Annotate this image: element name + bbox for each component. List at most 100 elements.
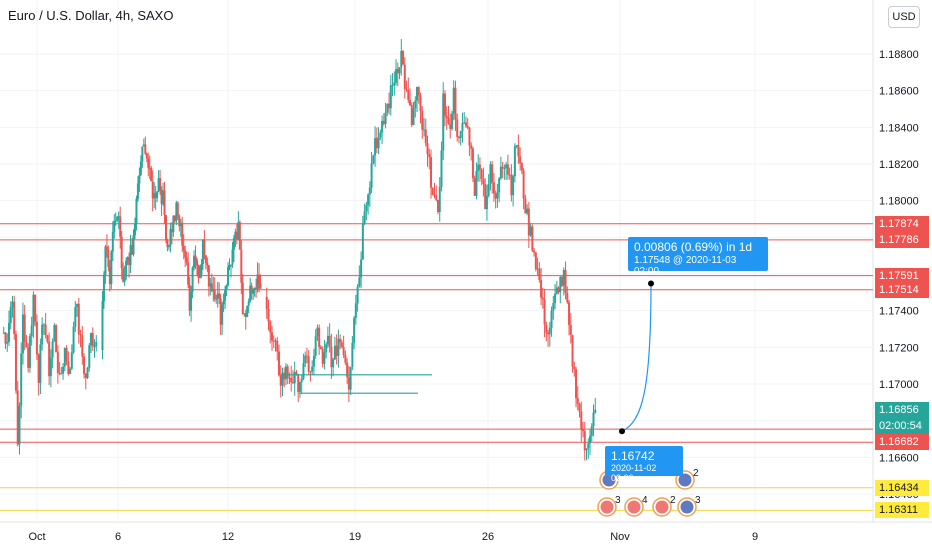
event-flag-icon	[627, 500, 641, 514]
candle-body	[224, 290, 227, 301]
candle-body	[587, 443, 590, 449]
candle-body	[496, 192, 499, 199]
candle-body	[218, 293, 221, 299]
candle-body	[60, 373, 63, 375]
candle-body	[102, 274, 105, 302]
candle-body	[111, 231, 114, 252]
candle-body	[232, 237, 235, 250]
candle-body	[213, 289, 216, 299]
candle-body	[14, 334, 17, 391]
event-count-badge: 2	[670, 495, 676, 506]
candle-body	[244, 313, 247, 317]
candle-body	[201, 239, 204, 265]
candle-body	[545, 324, 548, 333]
candle-body	[175, 202, 178, 221]
candle-body	[450, 113, 453, 129]
candle-body	[365, 205, 368, 212]
candle-body	[566, 292, 569, 303]
y-tick-label: 1.17400	[879, 306, 919, 318]
candle-body	[318, 327, 321, 347]
candle-body	[147, 158, 150, 168]
candle-body	[526, 208, 529, 214]
candle-body	[487, 183, 490, 196]
candle-body	[552, 303, 555, 311]
candle-body	[505, 164, 508, 169]
candle-body	[580, 411, 583, 430]
projection-end-point	[648, 280, 654, 287]
candle-body	[148, 167, 151, 169]
candle-body	[536, 268, 539, 270]
candle-body	[145, 153, 148, 159]
candle-body	[169, 228, 172, 246]
candle-body	[125, 260, 128, 278]
candle-body	[30, 325, 33, 337]
candle-body	[170, 228, 173, 233]
candle-body	[468, 127, 471, 146]
candle-body	[480, 169, 483, 180]
event-flag-icon	[655, 500, 669, 514]
candle-body	[302, 363, 305, 379]
currency-button[interactable]: USD	[888, 6, 920, 28]
candle-body	[333, 345, 336, 360]
candle-body	[67, 361, 70, 374]
candle-body	[454, 87, 457, 120]
candle-body	[312, 355, 315, 367]
candle-body	[335, 345, 338, 356]
candle-body	[11, 301, 14, 307]
candle-body	[489, 164, 492, 184]
candle-body	[388, 103, 391, 109]
candle-body	[126, 256, 129, 261]
candle-body	[520, 162, 523, 171]
candle-body	[203, 239, 206, 256]
candle-body	[72, 326, 75, 353]
candle-body	[459, 130, 462, 139]
candle-body	[534, 252, 537, 270]
candle-body	[590, 426, 593, 436]
candle-body	[105, 246, 108, 250]
candle-body	[328, 335, 331, 347]
candle-body	[363, 211, 366, 224]
candle-body	[346, 362, 349, 378]
candle-body	[370, 163, 373, 188]
candle-body	[396, 69, 399, 74]
candle-body	[550, 310, 553, 328]
candle-body	[69, 368, 72, 374]
candle-body	[56, 352, 59, 373]
candle-body	[32, 294, 35, 326]
y-tick-label: 1.18000	[879, 196, 919, 208]
x-tick-label: 12	[222, 531, 234, 543]
candle-body	[438, 186, 441, 213]
candle-body	[344, 355, 347, 363]
candle-body	[184, 250, 187, 258]
candle-body	[7, 322, 10, 342]
candle-body	[65, 348, 68, 362]
candle-body	[426, 143, 429, 154]
candle-body	[114, 220, 117, 222]
candle-body	[255, 287, 258, 289]
grid	[0, 0, 932, 523]
price-tag-resistance: 1.17514	[875, 281, 929, 298]
candle-body	[449, 123, 452, 129]
candle-body	[564, 270, 567, 293]
candle-body	[86, 367, 89, 379]
candle-body	[340, 342, 343, 347]
candle-body	[319, 346, 322, 350]
candle-body	[305, 355, 308, 357]
event-count-badge: 3	[695, 495, 701, 506]
candle-body	[316, 327, 319, 337]
candle-body	[265, 296, 268, 310]
candle-body	[270, 332, 273, 341]
candle-body	[405, 88, 408, 90]
candle-body	[548, 327, 551, 335]
candle-body	[519, 156, 522, 163]
candle-body	[93, 346, 96, 348]
candle-body	[541, 297, 544, 300]
candle-body	[131, 245, 134, 255]
candle-body	[272, 340, 275, 342]
candle-body	[594, 409, 597, 413]
candle-body	[286, 366, 289, 378]
candle-body	[393, 82, 396, 86]
candle-body	[123, 277, 126, 282]
candle-body	[477, 164, 480, 172]
